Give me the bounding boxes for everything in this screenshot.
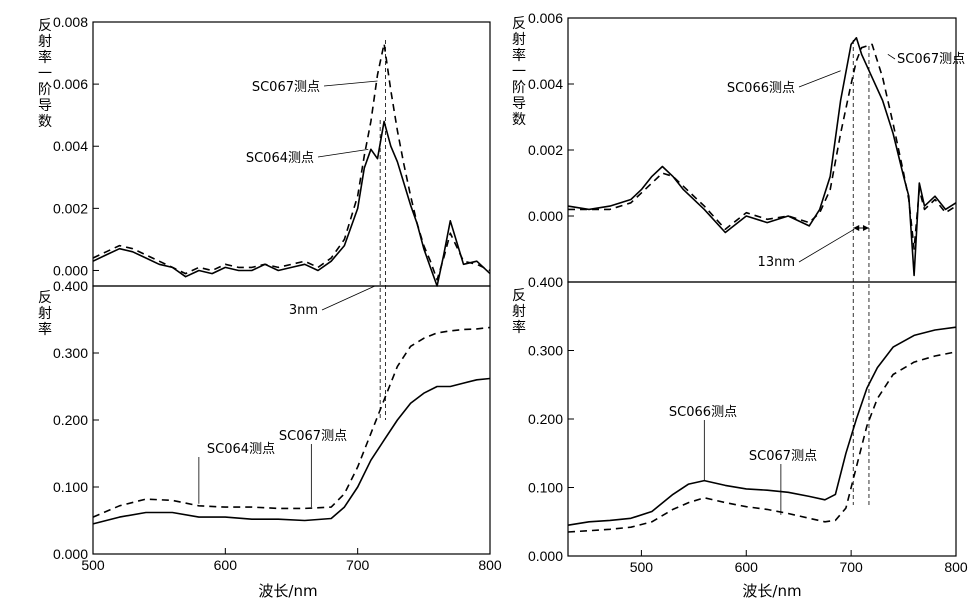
left-bottom-frame (92, 285, 491, 555)
arrow-head-right (862, 225, 869, 231)
y-tick-label: 0.200 (53, 412, 88, 428)
y-tick-label: 0.002 (528, 142, 563, 158)
series-line-dashed (568, 43, 957, 250)
x-tick-label: 500 (630, 559, 654, 575)
right-xlabel: 波长/nm (742, 582, 801, 600)
series-line-solid (567, 36, 957, 277)
y-tick-label: 0.100 (528, 480, 563, 496)
y-tick-label: 0.002 (53, 200, 88, 216)
y-tick-label: 0.000 (528, 208, 563, 224)
annotation-label: SC066测点 (727, 81, 795, 96)
left-bottom-ylabel: 反射率 (38, 290, 52, 338)
annotation-label: SC064测点 (207, 442, 275, 457)
right-top-ylabel: 反射率一阶导数 (512, 16, 526, 128)
annotation-label: 13nm (758, 255, 795, 270)
annotation-leader (887, 53, 896, 60)
y-tick-label: 0.400 (53, 278, 88, 294)
y-tick-label: 0.300 (528, 343, 563, 359)
annotation-label: SC067测点 (897, 52, 965, 67)
annotation-label: SC067测点 (279, 429, 347, 444)
y-tick-label: 0.200 (528, 411, 563, 427)
right-bottom-frame (567, 281, 957, 557)
y-tick-label: 0.008 (53, 14, 88, 30)
y-tick-label: 0.300 (53, 345, 88, 361)
x-tick-label: 600 (735, 559, 759, 575)
y-tick-label: 0.000 (53, 262, 88, 278)
arrow-head-left (853, 225, 860, 231)
series-line-dashed (567, 351, 957, 533)
x-tick-label: 700 (839, 559, 863, 575)
series-line-solid (92, 377, 491, 525)
y-tick-label: 0.000 (53, 546, 88, 562)
right-bottom-ylabel: 反射率 (512, 288, 526, 336)
annotation-leader (323, 80, 378, 87)
y-tick-label: 0.100 (53, 479, 88, 495)
x-tick-label: 800 (478, 557, 502, 573)
series-line-dashed (92, 42, 491, 281)
y-tick-label: 0.004 (528, 76, 563, 92)
left-top-ylabel: 反射率一阶导数 (38, 18, 52, 130)
x-tick-label: 500 (81, 557, 105, 573)
chart-layer: 0.000 0.002 0.004 0.006 0.008 SC067测点 SC064测点 0… (53, 10, 968, 575)
annotation-label: SC067测点 (749, 449, 817, 464)
annotation-label: SC066测点 (669, 405, 737, 420)
annotation-label: SC067测点 (252, 80, 320, 95)
y-tick-label: 0.006 (528, 10, 563, 26)
annotation-leader (321, 285, 376, 311)
y-tick-label: 0.006 (53, 76, 88, 92)
x-tick-label: 600 (214, 557, 238, 573)
series-line-dashed (92, 326, 491, 518)
series-line-solid (567, 326, 957, 526)
annotation-label: SC064测点 (246, 151, 314, 166)
left-xlabel: 波长/nm (258, 582, 317, 600)
annotation-leader (317, 148, 369, 158)
annotation-label: 3nm (289, 303, 318, 318)
annotation-leader (798, 228, 855, 263)
x-tick-label: 800 (944, 559, 968, 575)
y-tick-label: 0.004 (53, 138, 88, 154)
annotation-leader (798, 70, 841, 88)
x-tick-label: 700 (346, 557, 370, 573)
y-tick-label: 0.000 (528, 548, 563, 564)
y-tick-label: 0.400 (528, 274, 563, 290)
